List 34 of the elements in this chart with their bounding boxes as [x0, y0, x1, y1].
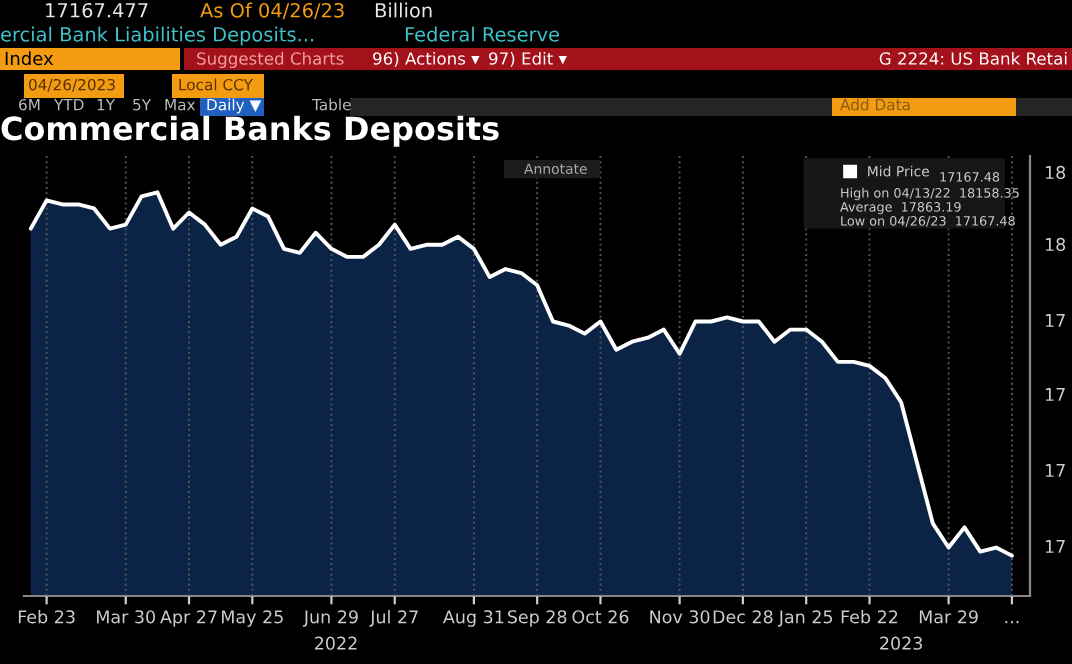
x-tick-label: Apr 27	[160, 610, 217, 627]
x-tick-label: Mar 30	[97, 610, 155, 624]
chart-title: Commercial Banks Deposits	[1, 115, 499, 147]
x-tick-label: Dec 28	[713, 610, 773, 624]
x-tick-label: Jan 25	[777, 610, 833, 627]
text: Federal Reserve	[405, 26, 559, 42]
text: 17	[1045, 388, 1065, 401]
text: 97) Edit ▾	[489, 51, 567, 67]
text: Suggested Charts	[197, 51, 344, 69]
x-tick-label: Feb 23	[18, 609, 75, 624]
text: ercial Bank Liabilities Deposits...	[1, 26, 314, 46]
text: 18	[1045, 237, 1066, 252]
x-tick-label: Nov 30	[650, 610, 710, 624]
x-tick-label: Sep 28	[507, 610, 567, 627]
x-tick-label: Feb 22	[841, 609, 898, 624]
text: 17	[1045, 314, 1065, 327]
x-tick-label: Aug 31	[443, 610, 504, 627]
x2-tick-label: 2022	[314, 636, 357, 650]
x-tick-label: Oct 26	[572, 610, 629, 624]
text: 18	[1045, 165, 1066, 180]
text: 96) Actions ▾	[373, 51, 480, 67]
text: 17	[1045, 540, 1065, 553]
x-tick-label: May 25	[222, 610, 283, 627]
text: G 2224: US Bank Retai	[879, 51, 1067, 65]
x-tick-label: ...	[1005, 621, 1019, 624]
x2-tick-label: 2023	[880, 636, 923, 650]
text: Index	[5, 51, 54, 66]
text: Billion	[375, 2, 432, 18]
text: 17	[1045, 464, 1065, 477]
text: 17167.477	[46, 2, 148, 18]
x-tick-label: Jun 29	[302, 610, 358, 627]
x-tick-label: Mar 29	[919, 610, 978, 624]
text: As Of 04/26/23	[200, 2, 344, 20]
x-tick-label: Jul 27	[369, 609, 418, 627]
